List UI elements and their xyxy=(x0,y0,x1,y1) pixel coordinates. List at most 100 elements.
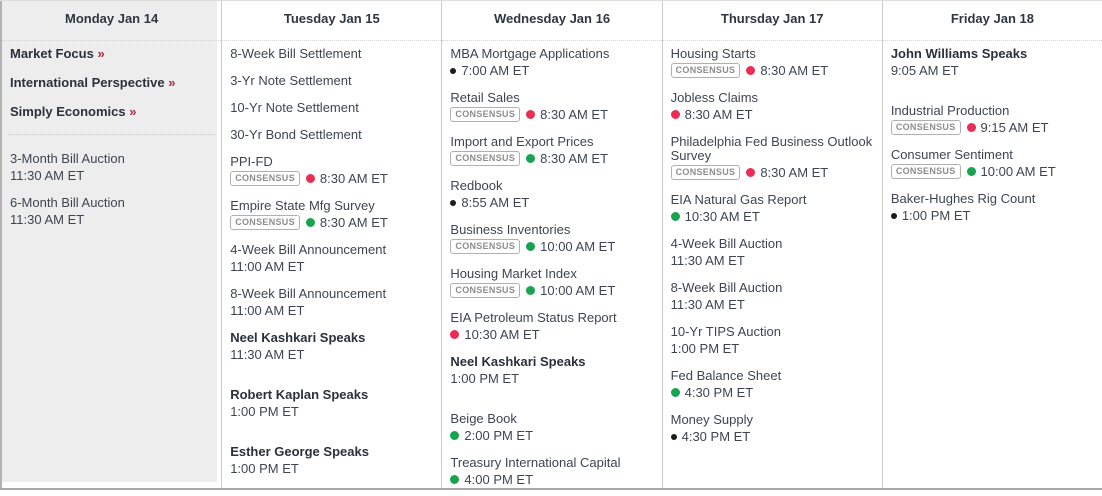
day-header-wednesday: Wednesday Jan 16 xyxy=(442,1,662,41)
event-title[interactable]: Import and Export Prices xyxy=(450,134,594,149)
consensus-badge[interactable]: CONSENSUS xyxy=(450,239,521,254)
calendar-event-30-yr-bond-settlement: 30-Yr Bond Settlement xyxy=(230,128,433,142)
event-meta-row: 4:00 PM ET xyxy=(450,472,653,487)
event-title[interactable]: EIA Petroleum Status Report xyxy=(450,310,617,325)
report-link-international-perspective[interactable]: International Perspective » xyxy=(10,76,213,90)
event-meta-row: 11:30 AM ET xyxy=(10,168,213,183)
event-meta-row: CONSENSUS 10:00 AM ET xyxy=(450,283,653,298)
event-title[interactable]: 8-Week Bill Settlement xyxy=(230,46,362,61)
report-link-market-focus[interactable]: Market Focus » xyxy=(10,47,213,61)
consensus-badge[interactable]: CONSENSUS xyxy=(670,165,741,180)
event-time: 11:30 AM ET xyxy=(670,297,745,312)
event-title[interactable]: 3-Yr Note Settlement xyxy=(230,73,352,88)
consensus-badge[interactable]: CONSENSUS xyxy=(450,107,521,122)
event-meta-row: CONSENSUS 9:15 AM ET xyxy=(890,120,1094,135)
event-title[interactable]: Business Inventories xyxy=(450,222,571,237)
double-arrow-icon: » xyxy=(129,104,137,119)
report-link-simply-economics[interactable]: Simply Economics » xyxy=(10,105,213,119)
double-arrow-icon: » xyxy=(168,75,176,90)
consensus-badge[interactable]: CONSENSUS xyxy=(890,164,961,179)
consensus-badge[interactable]: CONSENSUS xyxy=(230,171,300,186)
status-dot-icon xyxy=(526,286,536,295)
event-title[interactable]: MBA Mortgage Applications xyxy=(450,46,610,61)
event-meta-row: CONSENSUS 8:30 AM ET xyxy=(450,107,653,122)
event-title[interactable]: 3-Month Bill Auction xyxy=(10,151,125,166)
day-column-monday: Monday Jan 14 Market Focus » International… xyxy=(0,1,223,488)
event-title[interactable]: Baker-Hughes Rig Count xyxy=(890,191,1036,206)
event-title[interactable]: Housing Market Index xyxy=(450,266,577,281)
consensus-badge[interactable]: CONSENSUS xyxy=(890,120,961,135)
event-title[interactable]: Philadelphia Fed Business Outlook Survey xyxy=(670,134,873,163)
event-title[interactable]: Robert Kaplan Speaks xyxy=(230,387,369,402)
event-title[interactable]: 10-Yr TIPS Auction xyxy=(670,324,781,339)
event-time: 9:15 AM ET xyxy=(980,120,1049,135)
event-meta-row: 1:00 PM ET xyxy=(450,371,653,386)
day-header-thursday: Thursday Jan 17 xyxy=(662,1,882,41)
event-title[interactable]: 8-Week Bill Auction xyxy=(670,280,783,295)
event-time: 4:30 PM ET xyxy=(681,429,751,444)
day-column-tuesday: Tuesday Jan 15 8-Week Bill Settlement 3-Yr… xyxy=(222,1,443,488)
calendar-event-beige-book: Beige Book 2:00 PM ET xyxy=(450,412,653,443)
event-title[interactable]: Neel Kashkari Speaks xyxy=(450,354,586,369)
event-title[interactable]: EIA Natural Gas Report xyxy=(670,192,807,207)
calendar-event-8-week-bill-auction: 8-Week Bill Auction 11:30 AM ET xyxy=(670,280,874,313)
consensus-badge[interactable]: CONSENSUS xyxy=(450,151,521,166)
consensus-badge[interactable]: CONSENSUS xyxy=(230,215,300,230)
event-meta-row: 1:00 PM ET xyxy=(230,461,433,476)
calendar-event-8-week-bill-settlement: 8-Week Bill Settlement xyxy=(230,47,433,61)
status-dot-icon xyxy=(746,66,756,75)
event-title[interactable]: Retail Sales xyxy=(450,90,520,105)
event-title[interactable]: PPI-FD xyxy=(230,154,273,169)
calendar-event-business-inventories: Business Inventories CONSENSUS 10:00 AM ET xyxy=(450,223,653,254)
event-title[interactable]: Redbook xyxy=(450,178,503,193)
status-dot-icon xyxy=(670,433,677,440)
event-meta-row: 11:30 AM ET xyxy=(10,212,213,227)
event-time: 11:30 AM ET xyxy=(10,212,85,227)
calendar-event-ppi-fd: PPI-FD CONSENSUS 8:30 AM ET xyxy=(230,155,433,186)
event-time: 7:00 AM ET xyxy=(461,63,530,78)
event-title[interactable]: Beige Book xyxy=(450,411,517,426)
event-meta-row: CONSENSUS 8:30 AM ET xyxy=(230,171,433,186)
event-title[interactable]: Jobless Claims xyxy=(670,90,759,105)
event-title[interactable]: Empire State Mfg Survey xyxy=(230,198,375,213)
event-title[interactable]: Money Supply xyxy=(670,412,753,427)
event-title[interactable]: Neel Kashkari Speaks xyxy=(230,330,366,345)
status-dot-icon xyxy=(305,174,315,183)
event-time: 10:00 AM ET xyxy=(540,283,616,298)
event-title[interactable]: 6-Month Bill Auction xyxy=(10,195,125,210)
event-title[interactable]: Consumer Sentiment xyxy=(890,147,1013,162)
event-title[interactable]: 10-Yr Note Settlement xyxy=(230,100,359,115)
event-time: 11:00 AM ET xyxy=(230,303,305,318)
event-time: 10:00 AM ET xyxy=(540,239,616,254)
event-title[interactable]: Treasury International Capital xyxy=(450,455,621,470)
calendar-event-esther-george-speaks: Esther George Speaks 1:00 PM ET xyxy=(230,444,433,477)
event-meta-row: 8:30 AM ET xyxy=(670,107,874,122)
calendar-event-neel-kashkari-speaks: Neel Kashkari Speaks 11:30 AM ET xyxy=(230,330,433,363)
event-time: 11:30 AM ET xyxy=(230,347,305,362)
event-meta-row: CONSENSUS 8:30 AM ET xyxy=(670,63,874,78)
calendar-event-consumer-sentiment: Consumer Sentiment CONSENSUS 10:00 AM ET xyxy=(890,147,1094,179)
event-time: 11:00 AM ET xyxy=(230,259,305,274)
calendar-event-8-week-bill-announcement: 8-Week Bill Announcement 11:00 AM ET xyxy=(230,286,433,319)
event-meta-row: 4:30 PM ET xyxy=(670,385,874,400)
event-meta-row: CONSENSUS 8:30 AM ET xyxy=(670,165,874,180)
event-title[interactable]: Housing Starts xyxy=(670,46,756,61)
event-title[interactable]: Esther George Speaks xyxy=(230,444,369,459)
event-title[interactable]: Fed Balance Sheet xyxy=(670,368,782,383)
status-dot-icon xyxy=(966,123,976,132)
event-title[interactable]: 8-Week Bill Announcement xyxy=(230,286,387,301)
calendar-event-10-yr-tips-auction: 10-Yr TIPS Auction 1:00 PM ET xyxy=(670,324,874,357)
event-title[interactable]: 4-Week Bill Auction xyxy=(670,236,783,251)
calendar-event-6-month-bill-auction: 6-Month Bill Auction 11:30 AM ET xyxy=(10,195,213,228)
event-time: 8:30 AM ET xyxy=(540,151,609,166)
calendar-event-neel-kashkari-speaks: Neel Kashkari Speaks 1:00 PM ET xyxy=(450,354,653,387)
event-title[interactable]: 30-Yr Bond Settlement xyxy=(230,127,362,142)
event-title[interactable]: John Williams Speaks xyxy=(890,46,1028,61)
event-title[interactable]: Industrial Production xyxy=(890,103,1010,118)
status-dot-icon xyxy=(450,67,457,74)
consensus-badge[interactable]: CONSENSUS xyxy=(450,283,521,298)
calendar-event-10-yr-note-settlement: 10-Yr Note Settlement xyxy=(230,101,433,115)
event-title[interactable]: 4-Week Bill Announcement xyxy=(230,242,387,257)
consensus-badge[interactable]: CONSENSUS xyxy=(670,63,741,78)
